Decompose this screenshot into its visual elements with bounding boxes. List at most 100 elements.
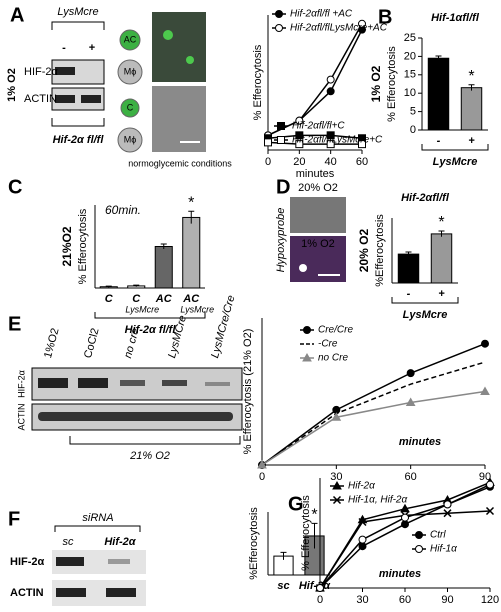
group-label: LysMcre <box>403 309 448 321</box>
x-tick-label: C <box>105 293 114 305</box>
x-tick-sublabel: LysMcre <box>180 304 214 314</box>
cell-icon <box>119 29 141 51</box>
y-axis-label: % Efferocytosis <box>386 46 398 122</box>
legend-label: Hif-2αfl/flLysMcre+AC <box>290 23 388 34</box>
stain-label: Hypoxyprobe <box>275 208 287 273</box>
x-axis-label: minutes <box>296 168 335 180</box>
panel-label: E <box>8 313 21 335</box>
bar <box>427 57 450 131</box>
y-tick-label: 10 <box>404 87 416 99</box>
marker <box>480 386 490 395</box>
error-bar <box>160 243 167 249</box>
marker <box>400 503 410 513</box>
error-bar <box>435 55 442 61</box>
x-tick-label: 60 <box>399 594 411 606</box>
condition-label: 21%O2 <box>60 226 74 266</box>
panel-label: C <box>8 176 22 198</box>
marker <box>332 495 342 505</box>
blot-strip <box>51 87 105 111</box>
image-caption: normoglycemic conditions <box>128 158 232 168</box>
blot-band <box>56 588 86 597</box>
marker <box>401 513 409 522</box>
error-bar <box>405 251 412 257</box>
bracket <box>391 297 459 304</box>
marker <box>302 352 312 362</box>
error-bar <box>438 230 445 237</box>
y-axis-label: % Efferocytosis <box>77 208 89 284</box>
group-label: LysMcre <box>433 156 478 168</box>
marker <box>277 122 285 130</box>
cell-label: Mϕ <box>124 134 137 144</box>
marker <box>275 24 283 32</box>
lane-label: - <box>62 42 66 54</box>
legend-label: Hif-2αfl/fl +AC <box>290 9 353 20</box>
bracket <box>51 118 105 127</box>
lane-label: 1%O2 <box>42 327 62 360</box>
legend-label: Ctrl <box>430 530 446 541</box>
micrograph-detail <box>163 30 173 40</box>
marker <box>415 545 423 553</box>
y-tick-label: 0 <box>410 124 416 136</box>
oxygen-label: 1% O2 <box>6 68 18 102</box>
bar <box>154 246 173 289</box>
y-tick-label: 15 <box>404 69 416 81</box>
annotation: * <box>188 194 194 211</box>
x-tick-label: + <box>468 135 475 147</box>
series-line <box>267 23 363 137</box>
marker <box>358 19 366 28</box>
cell-icon <box>117 127 143 153</box>
marker <box>401 520 409 529</box>
band-label: ACTIN <box>16 404 26 431</box>
bar <box>182 216 201 289</box>
marker <box>295 116 304 125</box>
marker <box>295 140 304 149</box>
y-tick-label: 5 <box>410 106 416 118</box>
genotype-label: Hif-2α fl/fl <box>53 134 105 146</box>
treatment-label: siRNA <box>82 512 113 524</box>
blot-band <box>108 559 130 564</box>
marker <box>332 480 342 490</box>
marker <box>326 131 335 140</box>
chart-title: Hif-2αfl/fl <box>401 192 450 204</box>
series-line <box>261 361 486 466</box>
error-bar <box>188 210 195 224</box>
cell-label: AC <box>124 34 137 44</box>
marker <box>443 509 452 518</box>
marker <box>295 131 304 140</box>
error-bar <box>133 284 140 287</box>
x-axis-label: minutes <box>379 568 421 580</box>
x-tick-label: 60 <box>356 156 368 168</box>
legend-label: Hif-1α, Hif-2α <box>348 495 407 506</box>
x-tick-label: 60 <box>405 471 417 483</box>
x-tick-label: 30 <box>330 471 342 483</box>
band-label: HIF-2α <box>24 66 59 78</box>
legend-label: Hif-2α <box>348 481 375 492</box>
image-label: 20% O2 <box>298 182 338 194</box>
cell-label: C <box>127 102 134 112</box>
series-line <box>267 29 363 137</box>
lane-label: + <box>89 42 95 54</box>
micrograph-detail <box>299 264 307 272</box>
x-tick-label: C <box>132 293 141 305</box>
legend-label: Hif-2αfl/flLysMcre+C <box>292 135 383 146</box>
panel-label: A <box>10 4 24 26</box>
cell-icon <box>120 98 140 118</box>
x-tick-label: 0 <box>265 156 271 168</box>
x-tick-label: + <box>438 288 445 300</box>
image-label: 1% O2 <box>301 238 335 250</box>
genotype-label: LysMcre <box>57 6 98 18</box>
error-bar <box>311 522 318 549</box>
bar <box>430 233 453 284</box>
x-tick-label: 30 <box>356 594 368 606</box>
bar <box>460 87 483 131</box>
lane-label: LysMCre <box>166 314 189 359</box>
note: 60min. <box>105 203 141 217</box>
legend-label: -Cre <box>318 339 338 350</box>
error-bar <box>280 551 287 560</box>
marker <box>326 140 335 149</box>
marker <box>358 140 366 149</box>
x-tick-label: 20 <box>293 156 305 168</box>
condition-label: 21% O2 <box>129 450 170 462</box>
y-tick-label: 25 <box>404 32 416 44</box>
